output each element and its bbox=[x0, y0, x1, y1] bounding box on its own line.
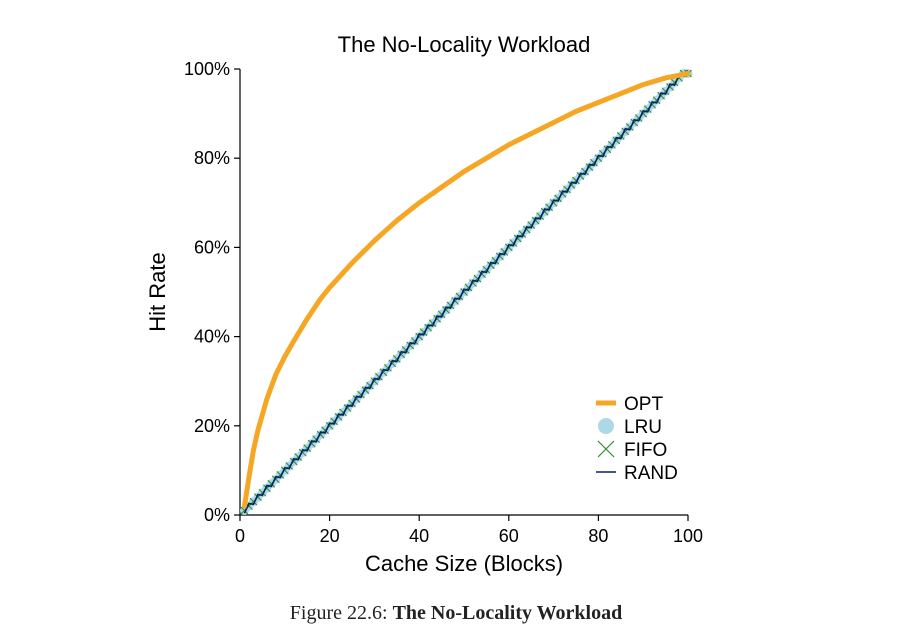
y-tick-label: 60% bbox=[194, 237, 230, 257]
figure-caption-label: Figure 22.6: bbox=[289, 602, 388, 624]
series-rand bbox=[243, 70, 689, 514]
legend-item-lru: LRU bbox=[598, 417, 662, 438]
chart-title: The No-Locality Workload bbox=[338, 32, 591, 57]
y-tick-label: 20% bbox=[194, 416, 230, 436]
legend-label: LRU bbox=[624, 417, 662, 438]
x-tick-label: 20 bbox=[320, 526, 340, 546]
y-tick-label: 100% bbox=[184, 59, 230, 79]
legend-label: OPT bbox=[624, 394, 663, 415]
legend-item-opt: OPT bbox=[596, 394, 663, 415]
x-tick-label: 40 bbox=[409, 526, 429, 546]
y-ticks: 0% 20% 40% 60% 80% 100% bbox=[184, 59, 240, 525]
x-tick-label: 0 bbox=[235, 526, 245, 546]
chart: The No-Locality Workload 0 20 40 60 80 100 0%… bbox=[145, 32, 703, 576]
x-tick-label: 100 bbox=[673, 526, 703, 546]
y-axis-label: Hit Rate bbox=[145, 252, 170, 331]
x-axis-label: Cache Size (Blocks) bbox=[365, 551, 563, 576]
series-layer bbox=[239, 68, 693, 516]
axes bbox=[239, 69, 688, 516]
figure-caption: Figure 22.6: The No-Locality Workload bbox=[0, 602, 912, 625]
figure-caption-title: The No-Locality Workload bbox=[392, 602, 623, 624]
y-tick-label: 80% bbox=[194, 148, 230, 168]
x-ticks: 0 20 40 60 80 100 bbox=[235, 515, 703, 546]
y-tick-label: 40% bbox=[194, 327, 230, 347]
legend-item-rand: RAND bbox=[596, 463, 678, 484]
legend-swatch bbox=[598, 418, 614, 434]
legend-swatch bbox=[597, 440, 615, 458]
legend-label: FIFO bbox=[624, 440, 667, 461]
y-tick-label: 0% bbox=[204, 505, 230, 525]
x-tick-label: 60 bbox=[499, 526, 519, 546]
x-tick-label: 80 bbox=[588, 526, 608, 546]
series-opt bbox=[241, 70, 691, 509]
legend-item-fifo: FIFO bbox=[597, 440, 667, 461]
legend-label: RAND bbox=[624, 463, 678, 484]
